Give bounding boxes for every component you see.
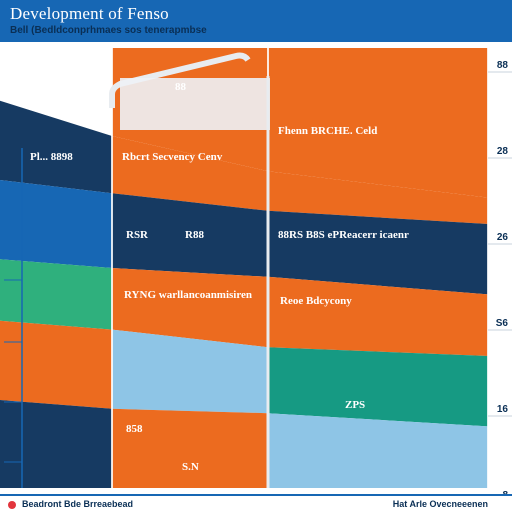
right-tick-label: 28 bbox=[497, 146, 509, 157]
area-band-5-section-2 bbox=[268, 413, 488, 488]
area-band-2-section-1 bbox=[112, 193, 268, 277]
area-band-2-section-0 bbox=[0, 180, 112, 268]
area-band-5-section-0 bbox=[0, 400, 112, 488]
area-band-5-section-1 bbox=[112, 408, 268, 488]
area-band-1-section-2 bbox=[268, 171, 488, 224]
area-band-3-section-1 bbox=[112, 268, 268, 348]
area-band-2-section-2 bbox=[268, 210, 488, 295]
area-band-4-section-1 bbox=[112, 329, 268, 414]
right-tick-label: 8 bbox=[502, 490, 508, 494]
stacked-area-chart: 88 28 26 S6 16 8 Pl... 8898 88 Rbcrt Secvency Ce… bbox=[0, 42, 512, 494]
chart-header: Development of Fenso Bell (Bedldconprhma… bbox=[0, 0, 512, 42]
area-data-label: RYNG warllancoanmisiren bbox=[124, 289, 252, 301]
chart-area: 88 28 26 S6 16 8 Pl... 8898 88 Rbcrt Secvency Ce… bbox=[0, 42, 512, 494]
area-data-label: 88RS B8S ePReacerr icaenr bbox=[278, 229, 409, 241]
chart-footer: Beadront Bde Brreaebead Hat Arle Ovecnee… bbox=[0, 494, 512, 514]
area-band-0-section-2 bbox=[268, 48, 488, 198]
area-data-label: RSR bbox=[126, 229, 149, 241]
area-band-4-section-0 bbox=[0, 320, 112, 409]
right-tick-label: 26 bbox=[497, 232, 509, 243]
chart-title: Development of Fenso bbox=[10, 4, 169, 23]
area-data-label: Pl... 8898 bbox=[30, 151, 73, 163]
area-data-label: S.N bbox=[182, 461, 199, 473]
area-band-0-section-0 bbox=[0, 48, 112, 136]
area-data-label: 858 bbox=[126, 423, 143, 435]
footer-dot-icon bbox=[8, 501, 16, 509]
area-data-label: Reoe Bdcycony bbox=[280, 295, 352, 307]
top-bracket-panel bbox=[120, 78, 270, 130]
footer-left-text: Beadront Bde Brreaebead bbox=[22, 499, 134, 509]
area-data-label: Rbcrt Secvency Cenv bbox=[122, 151, 223, 163]
footer-right-text: Hat Arle Ovecneeenen bbox=[392, 499, 488, 509]
area-data-label: ZPS bbox=[345, 399, 365, 411]
area-data-label: R88 bbox=[185, 229, 204, 241]
area-band-1-section-1 bbox=[112, 136, 268, 211]
chart-subtitle: Bell (Bedldconprhmaes sos tenerapmbse bbox=[10, 25, 207, 36]
area-data-label: Fhenn BRCHE. Celd bbox=[278, 125, 377, 137]
area-band-4-section-2 bbox=[268, 347, 488, 427]
right-tick-label: 16 bbox=[497, 404, 509, 415]
area-band-1-section-0 bbox=[0, 100, 112, 194]
area-data-label: 88 bbox=[175, 81, 187, 93]
right-tick-label: S6 bbox=[496, 318, 509, 329]
right-tick-label: 88 bbox=[497, 60, 509, 71]
area-band-3-section-2 bbox=[268, 276, 488, 356]
area-band-3-section-0 bbox=[0, 259, 112, 330]
